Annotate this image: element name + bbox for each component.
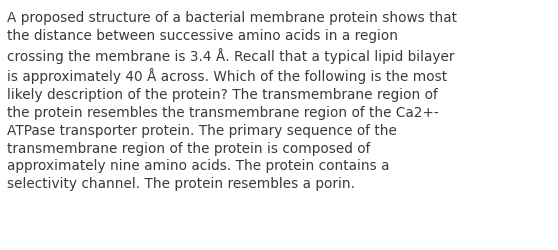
Text: A proposed structure of a bacterial membrane protein shows that
the distance bet: A proposed structure of a bacterial memb… [7, 11, 456, 190]
